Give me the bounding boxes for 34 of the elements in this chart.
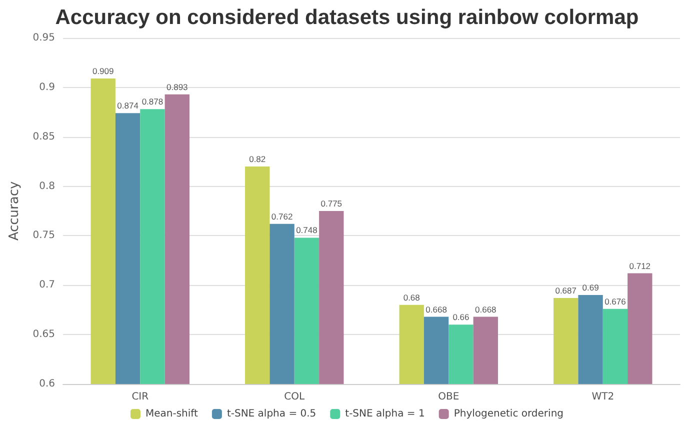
data-label: 0.762 bbox=[271, 211, 293, 222]
y-tick-label: 0.95 bbox=[32, 32, 55, 44]
chart-title: Accuracy on considered datasets using rainbow colormap bbox=[55, 6, 639, 29]
y-tick-label: 0.6 bbox=[39, 378, 55, 390]
y-tick-label: 0.8 bbox=[39, 180, 55, 192]
data-label: 0.775 bbox=[320, 198, 342, 208]
legend-label: Mean-shift bbox=[145, 408, 198, 420]
data-label: 0.874 bbox=[117, 100, 139, 111]
data-label: 0.668 bbox=[475, 304, 497, 314]
data-label: 0.66 bbox=[452, 312, 470, 322]
data-label: 0.909 bbox=[92, 66, 114, 76]
y-tick-label: 0.7 bbox=[39, 280, 55, 291]
y-axis-title: Accuracy bbox=[7, 181, 22, 241]
legend-label: t-SNE alpha = 0.5 bbox=[226, 408, 316, 420]
legend-label: Phylogenetic ordering bbox=[454, 408, 564, 420]
x-tick-label: CIR bbox=[132, 392, 149, 402]
legend-label: t-SNE alpha = 1 bbox=[345, 408, 425, 420]
data-label: 0.82 bbox=[249, 154, 266, 164]
data-label: 0.878 bbox=[142, 96, 164, 107]
x-tick-label: WT2 bbox=[592, 392, 614, 402]
data-label: 0.748 bbox=[296, 225, 318, 236]
data-label: 0.712 bbox=[629, 260, 651, 271]
data-label: 0.68 bbox=[403, 292, 420, 302]
y-tick-label: 0.9 bbox=[39, 82, 55, 93]
data-label: 0.69 bbox=[582, 282, 600, 293]
data-label: 0.676 bbox=[604, 296, 626, 306]
y-tick-label: 0.65 bbox=[32, 329, 55, 340]
y-tick-label: 0.75 bbox=[32, 230, 55, 242]
data-label: 0.893 bbox=[166, 82, 188, 92]
x-tick-label: COL bbox=[284, 392, 306, 402]
data-label: 0.687 bbox=[555, 285, 577, 296]
data-label: 0.668 bbox=[426, 304, 448, 314]
x-tick-label: OBE bbox=[438, 392, 460, 402]
y-tick-label: 0.85 bbox=[32, 131, 55, 142]
